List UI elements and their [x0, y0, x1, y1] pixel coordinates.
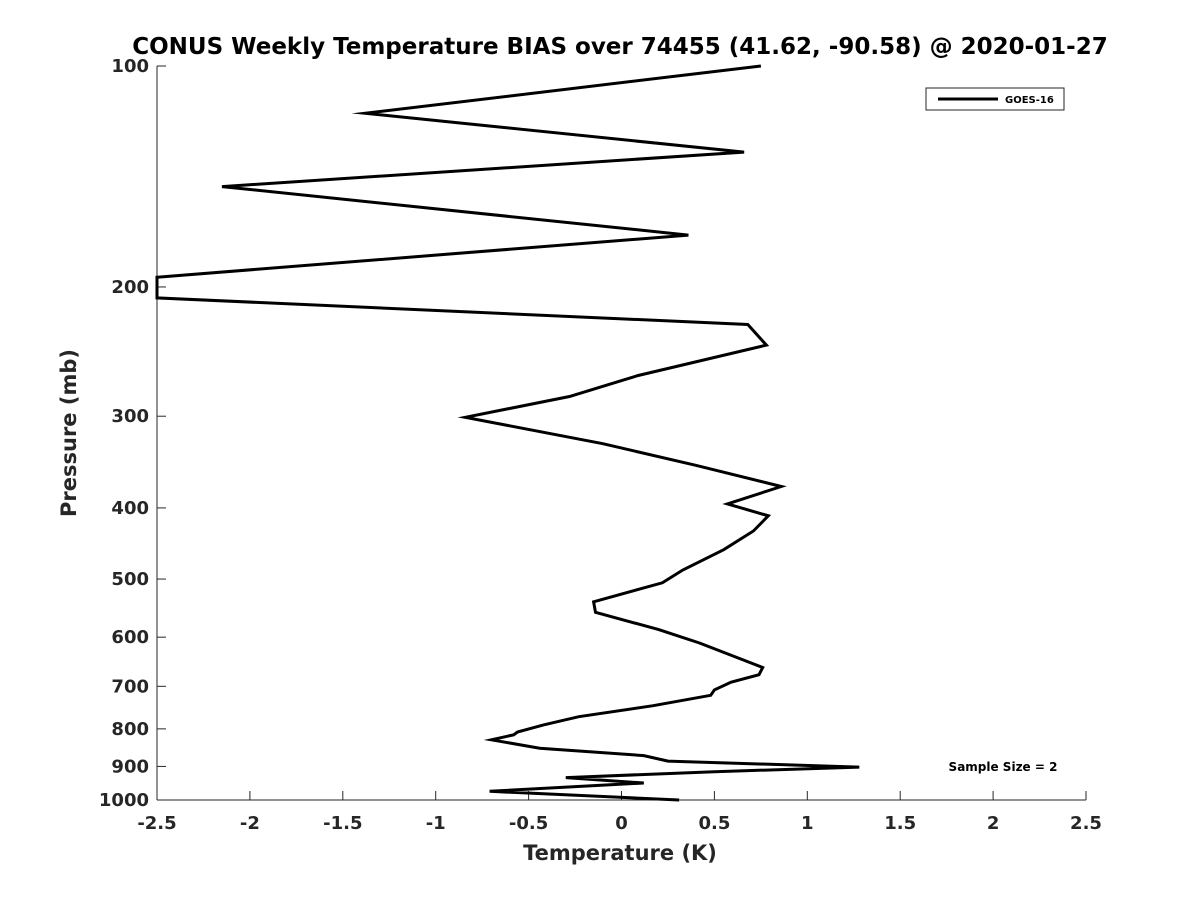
x-tick-label: 1 [801, 813, 814, 834]
y-axis-label: Pressure (mb) [57, 349, 81, 517]
y-tick-label: 600 [111, 627, 149, 648]
y-tick-label: 900 [111, 756, 149, 777]
sample-size-annotation: Sample Size = 2 [949, 760, 1058, 774]
x-tick-label: -2 [240, 813, 260, 834]
series-lines [155, 64, 860, 802]
y-tick-label: 1000 [99, 790, 149, 811]
x-tick-label: -0.5 [509, 813, 548, 834]
x-tick-label: 2 [987, 813, 1000, 834]
y-tick-label: 100 [111, 56, 149, 77]
y-tick-label: 500 [111, 569, 149, 590]
legend-label-0: GOES-16 [1005, 95, 1054, 106]
x-axis-label: Temperature (K) [523, 841, 717, 865]
x-tick-label: 0.5 [698, 813, 730, 834]
x-tick-label: 2.5 [1070, 813, 1102, 834]
y-tick-label: 800 [111, 719, 149, 740]
y-tick-label: 200 [111, 277, 149, 298]
axes: -2.5 -2 -1.5 -1 -0.5 0 0.5 1 1.5 2 2.5 100 200 300 400… [99, 56, 1102, 834]
y-tick-label: 400 [111, 498, 149, 519]
y-tick-label: 300 [111, 406, 149, 427]
x-tick-label: -1 [426, 813, 446, 834]
chart-title: CONUS Weekly Temperature BIAS over 74455… [132, 34, 1107, 60]
x-tick-label: 0 [615, 813, 628, 834]
y-tick-label: 700 [111, 676, 149, 697]
series-line-0 [155, 64, 860, 802]
x-tick-label: -1.5 [323, 813, 362, 834]
x-tick-label: 1.5 [884, 813, 916, 834]
legend: GOES-16 [925, 87, 1065, 111]
x-tick-label: -2.5 [137, 813, 176, 834]
